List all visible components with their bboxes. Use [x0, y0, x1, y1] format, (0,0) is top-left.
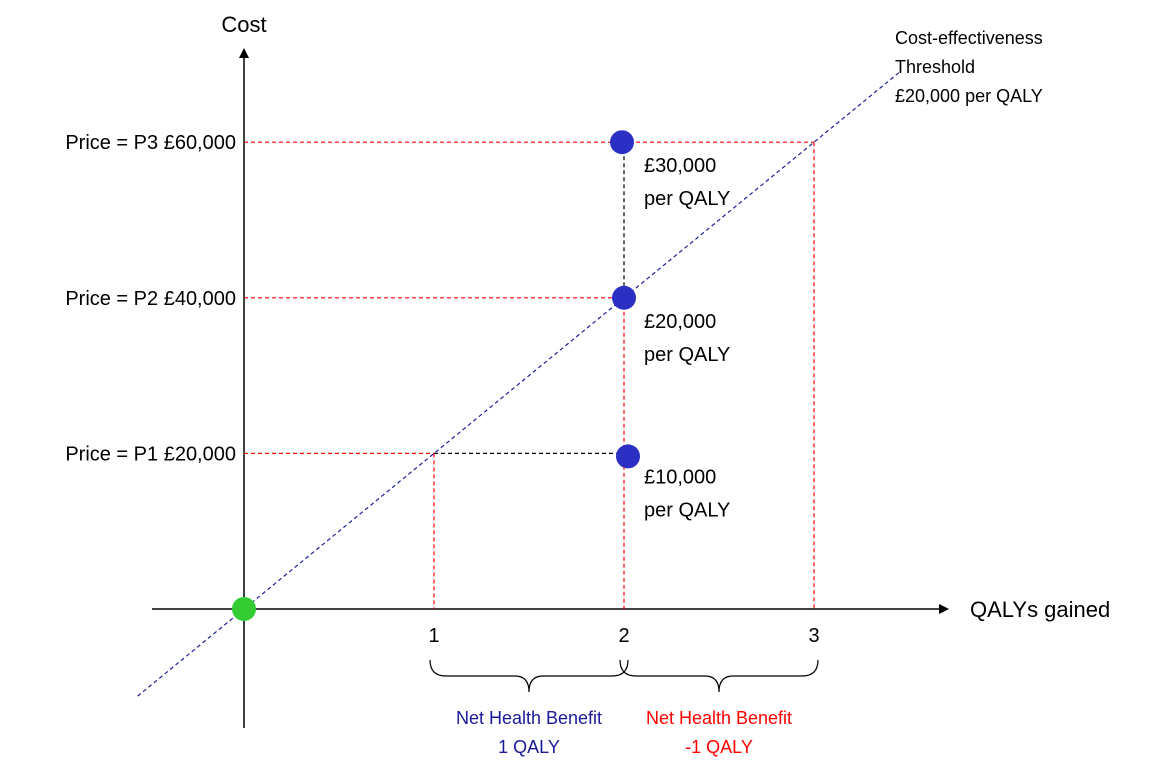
data-point-label-line2: per QALY — [644, 188, 730, 210]
data-point-label-line1: £30,000 — [644, 155, 716, 177]
data-point-label-line2: per QALY — [644, 499, 730, 521]
origin-point — [232, 597, 256, 621]
threshold-line — [137, 71, 900, 697]
data-point-label: £10,000 per QALY — [644, 466, 730, 521]
data-point-label: £20,000 per QALY — [644, 311, 730, 366]
price-label: Price = P2 £40,000 — [65, 288, 236, 310]
x-tick-label: 3 — [808, 625, 819, 647]
benefit-label-line2: -1 QALY — [685, 737, 753, 757]
price-label: Price = P3 £60,000 — [65, 132, 236, 154]
x-tick-labels: 1 2 3 — [428, 625, 819, 647]
threshold-label-line1: Cost-effectiveness — [895, 28, 1043, 48]
x-axis-label: QALYs gained — [970, 597, 1110, 622]
data-point-label-line1: £20,000 — [644, 311, 716, 333]
threshold-label-line2: Threshold — [895, 57, 975, 77]
benefit-label-line2: 1 QALY — [498, 737, 560, 757]
y-axis-label: Cost — [221, 12, 266, 37]
benefit-brace — [619, 659, 819, 693]
threshold-line-layer — [137, 71, 900, 697]
data-point-label-line2: per QALY — [644, 344, 730, 366]
guide-lines — [244, 141, 815, 609]
price-label: Price = P1 £20,000 — [65, 443, 236, 465]
benefit-label: Net Health Benefit 1 QALY — [456, 708, 602, 757]
benefit-label-line1: Net Health Benefit — [456, 708, 602, 728]
data-point — [612, 285, 636, 310]
data-point-label-line1: £10,000 — [644, 466, 716, 488]
data-point-label: £30,000 per QALY — [644, 155, 730, 210]
benefit-label: Net Health Benefit -1 QALY — [646, 708, 792, 757]
benefit-brace — [429, 659, 629, 693]
threshold-label-line3: £20,000 per QALY — [895, 86, 1043, 106]
x-tick-label: 1 — [428, 625, 439, 647]
benefit-label-line1: Net Health Benefit — [646, 708, 792, 728]
data-point — [610, 130, 634, 155]
data-point — [616, 444, 640, 469]
x-tick-label: 2 — [618, 625, 629, 647]
price-labels: Price = P3 £60,000 Price = P2 £40,000 Pric… — [65, 132, 236, 465]
data-points: £30,000 per QALY £20,000 per QALY £10,000 per… — [232, 130, 730, 621]
threshold-label: Cost-effectiveness Threshold £20,000 per… — [895, 28, 1048, 106]
